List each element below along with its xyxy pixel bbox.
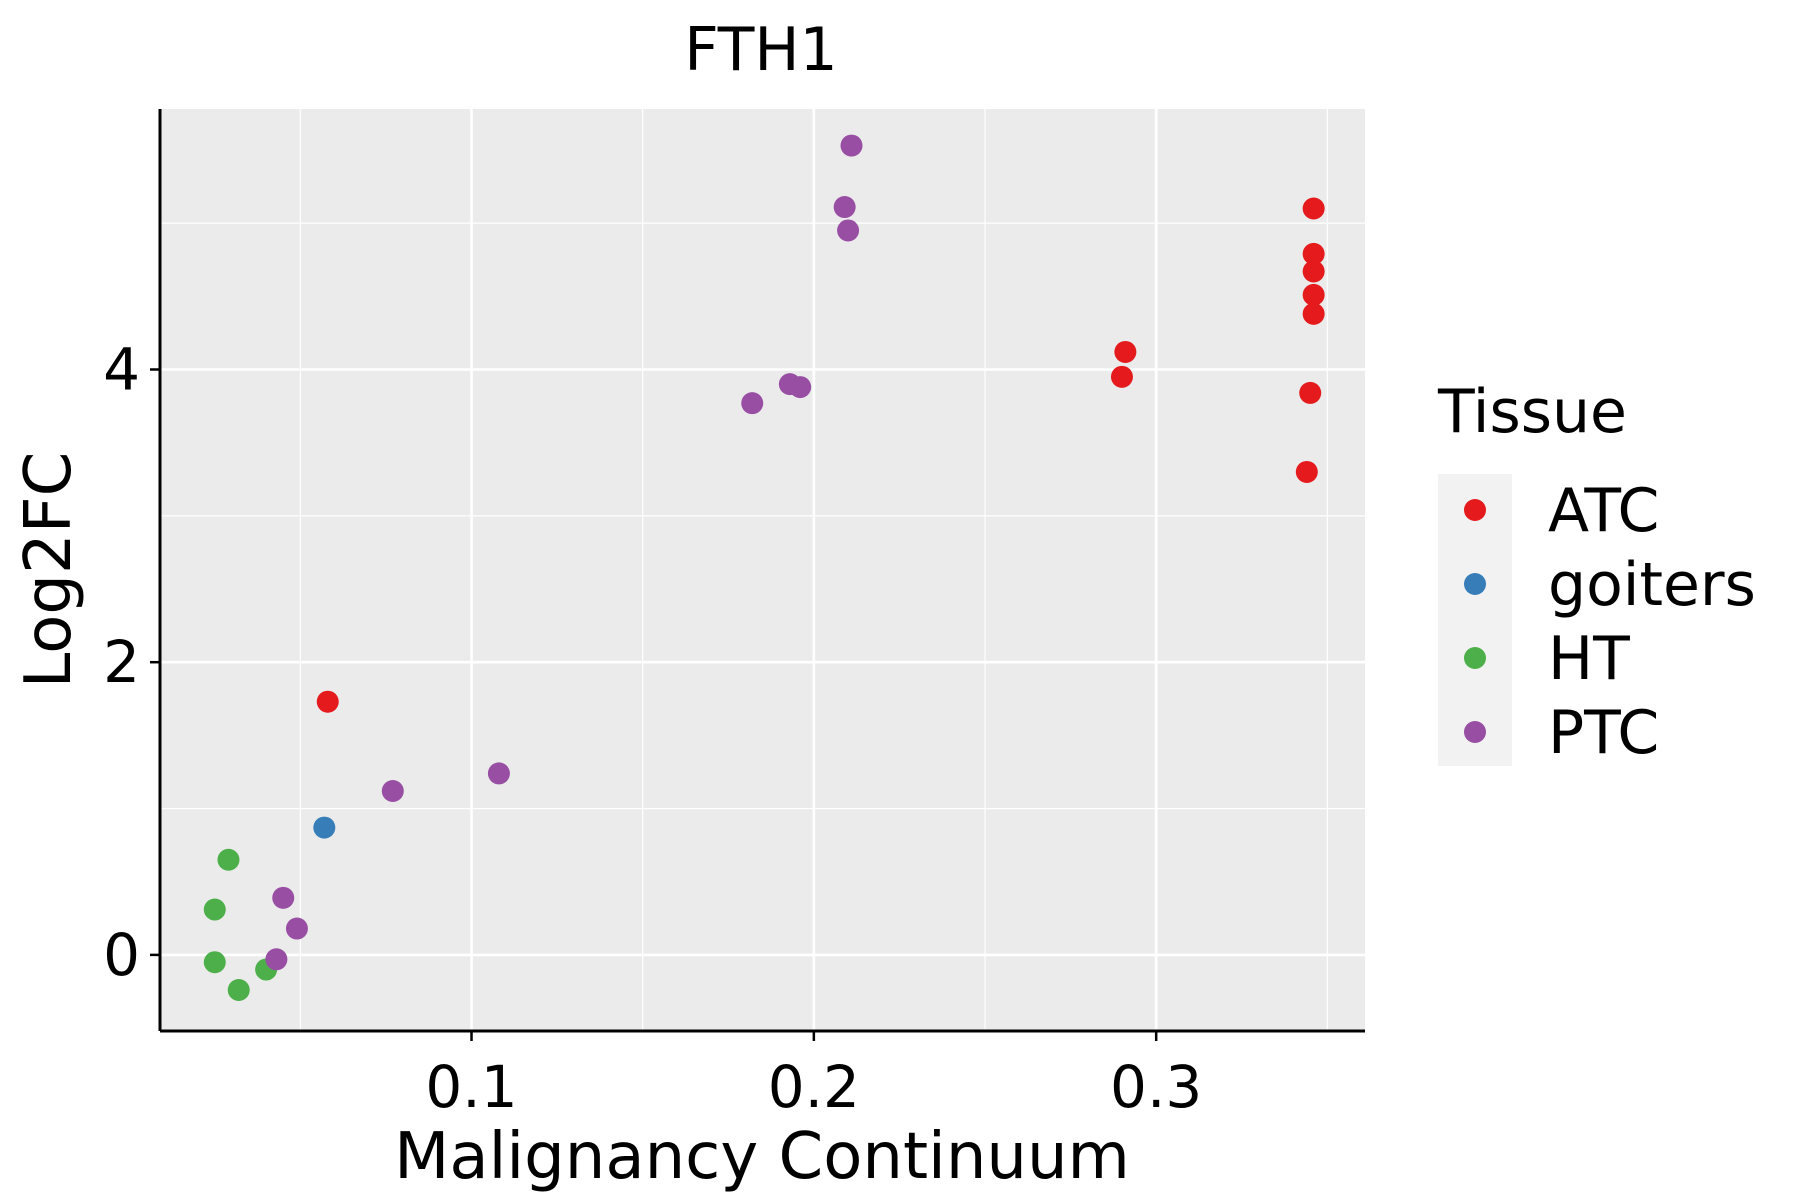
data-point-atc [1295,460,1318,483]
data-point-ptc [789,376,812,399]
data-point-ptc [265,948,288,971]
data-point-ht [217,848,240,871]
data-point-ptc [272,886,295,909]
legend-swatch-ht [1464,647,1486,669]
legend-label-atc: ATC [1548,476,1659,546]
data-point-ht [203,951,226,974]
data-point-atc [1302,302,1325,325]
legend-key-background [1438,474,1512,766]
data-point-ptc [741,392,764,415]
legend-swatch-ptc [1464,721,1486,743]
x-axis-ticks: 0.1 0.2 0.3 [425,1031,1202,1121]
legend-label-ptc: PTC [1548,698,1659,768]
data-point-ptc [487,762,510,785]
data-points [203,134,1325,1002]
legend-swatch-goiters [1464,573,1486,595]
data-point-goiters [313,816,336,839]
data-point-ptc [840,134,863,157]
data-point-ht [227,979,250,1002]
legend-title: Tissue [1437,377,1627,447]
data-point-atc [1302,283,1325,306]
data-point-atc [1110,365,1133,388]
data-point-ptc [837,219,860,242]
data-point-atc [316,690,339,713]
y-axis-title: Log2FC [12,452,86,689]
legend-label-goiters: goiters [1548,550,1756,620]
data-point-atc [1302,197,1325,220]
y-tick-label: 2 [103,628,140,696]
x-tick-label: 0.3 [1110,1053,1202,1121]
data-point-atc [1302,260,1325,283]
data-point-atc [1302,242,1325,265]
legend-swatch-atc [1464,499,1486,521]
y-axis-ticks: 0 2 4 [103,336,160,989]
x-axis-title: Malignancy Continuum [394,1120,1130,1194]
plot-panel [160,109,1365,1031]
legend-label-ht: HT [1548,624,1630,694]
data-point-atc [1114,340,1137,363]
chart-title: FTH1 [684,15,837,85]
y-tick-label: 0 [103,921,140,989]
x-tick-label: 0.1 [425,1053,517,1121]
data-point-ptc [833,196,856,219]
x-tick-label: 0.2 [768,1053,860,1121]
grid-lines [160,109,1365,1031]
data-point-atc [1299,381,1322,404]
data-point-ptc [381,779,404,802]
data-point-ht [203,898,226,921]
y-tick-label: 4 [103,336,140,404]
data-point-ptc [285,917,308,940]
